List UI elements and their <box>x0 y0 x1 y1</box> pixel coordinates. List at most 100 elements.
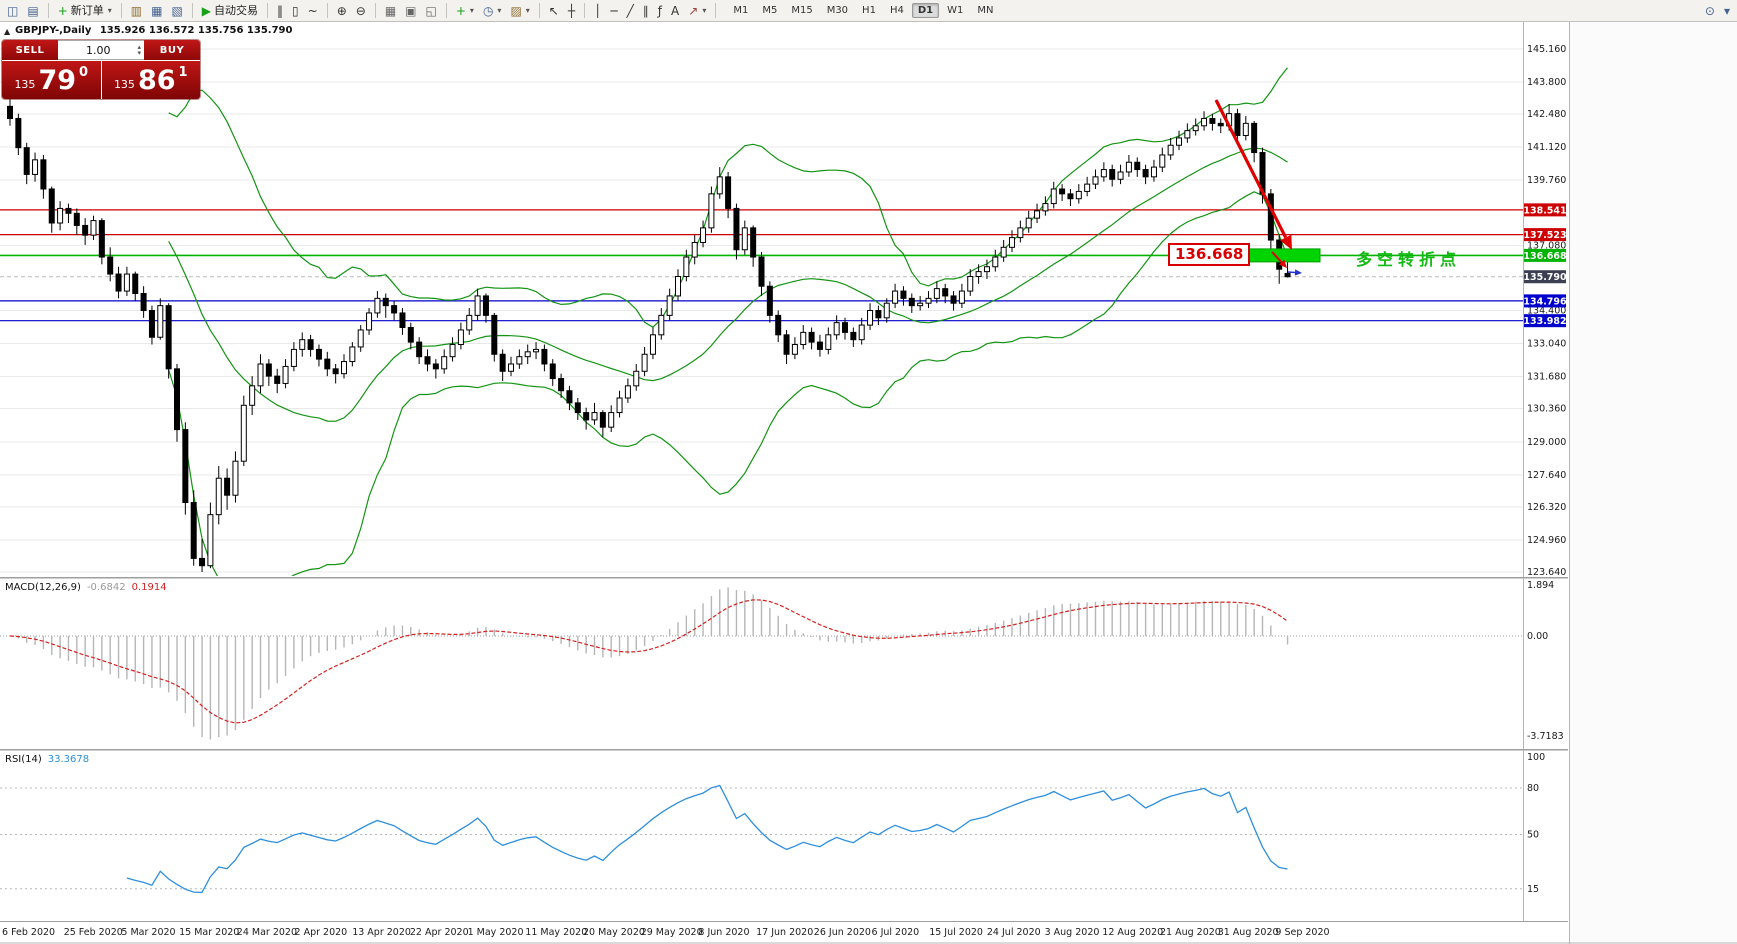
date-axis-label: 17 Jun 2020 <box>756 927 814 938</box>
ohlc-bars-icon[interactable]: ‖ <box>273 4 287 18</box>
crosshair-icon[interactable]: ┼ <box>564 4 579 18</box>
periods-button[interactable]: ◷ ▾ <box>479 4 506 18</box>
help-icon[interactable]: ▾ <box>1720 4 1734 18</box>
trendline-icon[interactable]: ╱ <box>623 4 638 18</box>
indicators-button-dropdown-icon[interactable]: ▾ <box>469 5 474 15</box>
tile-windows-icon[interactable]: ▦ <box>381 4 400 18</box>
date-axis[interactable]: 6 Feb 2020 25 Feb 2020 5 Mar 2020 15 Mar 20… <box>0 922 1568 942</box>
sell-price[interactable]: 135 79 0 <box>2 61 101 99</box>
new-order-button: + <box>57 3 68 18</box>
new-order-button-dropdown-icon[interactable]: ▾ <box>107 5 112 15</box>
price-axis-label: 137.080 <box>1527 240 1566 251</box>
date-axis-label: 22 Apr 2020 <box>409 927 469 938</box>
rsi-scale-label: 80 <box>1527 783 1539 794</box>
auto-arrange-icon[interactable]: ◱ <box>422 4 441 18</box>
price-axis-label: 127.640 <box>1527 470 1566 481</box>
volume-down-icon[interactable]: ▾ <box>137 49 141 57</box>
date-axis-label: 13 Apr 2020 <box>352 927 411 938</box>
candlestick-chart-icon: ▯ <box>292 3 299 18</box>
fibonacci-retracement-icon: ƒ <box>657 3 663 18</box>
sell-price-pips: 79 <box>38 64 77 96</box>
price-axis-badge <box>1524 248 1566 262</box>
macd-scale-label: 0.00 <box>1527 631 1548 642</box>
macd-name: MACD(12,26,9) <box>5 582 81 593</box>
price-axis-label: 130.360 <box>1527 404 1566 415</box>
indicators-button[interactable]: + ▾ <box>452 4 478 18</box>
buy-price[interactable]: 135 86 1 <box>101 61 200 99</box>
chart-profiles-icon[interactable]: ▤ <box>23 4 42 18</box>
toolbar-separator <box>584 3 586 18</box>
price-axis-label: 145.160 <box>1527 44 1566 55</box>
price-axis-label: 133.040 <box>1527 339 1566 350</box>
line-chart-icon[interactable]: ~ <box>304 4 322 18</box>
rsi-panel[interactable] <box>0 784 1523 894</box>
market-watch-icon[interactable]: ▥ <box>127 4 146 18</box>
vertical-line-icon[interactable]: │ <box>590 4 605 18</box>
volume-up-icon[interactable]: ▴ <box>137 43 141 51</box>
buy-price-point: 1 <box>178 65 188 80</box>
navigator-icon[interactable]: ▧ <box>167 4 186 18</box>
macd-panel[interactable] <box>0 587 1523 740</box>
search-icon[interactable]: ⊙ <box>1701 4 1719 18</box>
timeframe-m15[interactable]: M15 <box>791 5 813 16</box>
timeframe-h4[interactable]: H4 <box>889 5 904 16</box>
price-annotation-label[interactable]: 136.668 <box>1168 243 1251 266</box>
templates-button[interactable]: ▨ ▾ <box>506 4 533 18</box>
volume-stepper[interactable]: ▴ ▾ <box>137 43 141 57</box>
autotrade-button-label: 自动交易 <box>214 4 259 17</box>
macd-signal-line <box>9 599 1288 724</box>
text-label-icon[interactable]: A <box>667 4 683 18</box>
main-chart-panel[interactable] <box>0 48 1523 600</box>
timeframe-m5[interactable]: M5 <box>762 5 778 16</box>
price-axis[interactable]: 145.160 143.800 142.480 141.120 139.760 137.0… <box>1523 44 1567 895</box>
toolbar-separator <box>47 3 49 18</box>
price-axis-badge-label: 136.668 <box>1523 251 1567 262</box>
new-order-button-label: 新订单 <box>70 4 104 17</box>
arrows-button-dropdown-icon[interactable]: ▾ <box>702 5 707 15</box>
arrows-button[interactable]: ↗ ▾ <box>684 4 710 18</box>
cascade-windows-icon[interactable]: ▣ <box>401 4 420 18</box>
volume-value[interactable]: 1.00 <box>85 43 111 57</box>
price-marker-arrow[interactable] <box>1287 269 1302 276</box>
autotrade-button[interactable]: ▶ 自动交易 <box>198 4 262 18</box>
chart-annotations[interactable] <box>1214 99 1321 276</box>
rsi-scale-label: 15 <box>1527 884 1539 895</box>
timeframe-m30[interactable]: M30 <box>826 5 849 16</box>
buy-price-pips: 86 <box>137 64 176 96</box>
data-window-icon[interactable]: ▦ <box>147 4 166 18</box>
sell-button[interactable]: SELL <box>2 40 58 60</box>
zoom-out-icon[interactable]: ⊖ <box>352 4 370 18</box>
timeframe-mn[interactable]: MN <box>977 5 994 16</box>
cursor-icon[interactable]: ↖ <box>545 4 563 18</box>
timeframe-d1[interactable]: D1 <box>911 3 940 18</box>
horizontal-line-icon[interactable]: ─ <box>606 4 621 18</box>
timeframe-h1[interactable]: H1 <box>862 5 876 16</box>
sell-price-figure: 135 <box>14 77 36 91</box>
new-order-button[interactable]: + 新订单 ▾ <box>54 4 116 18</box>
zoom-out-icon: ⊖ <box>355 3 366 18</box>
navigator-icon: ▧ <box>171 3 183 18</box>
timeframe-m1[interactable]: M1 <box>733 5 749 16</box>
volume-field[interactable]: 1.00 ▴ ▾ <box>58 40 144 60</box>
price-axis-badge-label: 135.790 <box>1523 272 1567 283</box>
zoom-in-icon[interactable]: ⊕ <box>333 4 351 18</box>
periods-button-dropdown-icon[interactable]: ▾ <box>497 5 502 15</box>
candlestick-chart-icon[interactable]: ▯ <box>288 4 303 18</box>
chart-header: GBPJPY-,Daily 135.926 136.572 135.756 13… <box>15 25 292 36</box>
one-click-trading-panel: SELL 1.00 ▴ ▾ BUY 135 79 0 135 86 1 <box>2 40 200 99</box>
templates-button-dropdown-icon[interactable]: ▾ <box>525 5 530 15</box>
macd-scale-label: -3.7183 <box>1527 731 1564 742</box>
equidistant-channel-icon[interactable]: ∥ <box>639 4 653 18</box>
fibonacci-retracement-icon[interactable]: ƒ <box>654 4 666 18</box>
buy-button[interactable]: BUY <box>144 40 200 60</box>
toolbar-separator <box>267 3 269 18</box>
trend-arrow[interactable] <box>1214 99 1292 250</box>
sell-marker-arrow[interactable] <box>1271 251 1287 268</box>
turning-point-note[interactable]: 多空转折点 <box>1356 250 1462 269</box>
rsi-indicator-label: RSI(14) 33.3678 <box>5 754 89 765</box>
one-click-collapse-arrow[interactable]: ▲ <box>4 27 11 36</box>
price-axis-badge <box>1524 270 1566 284</box>
timeframe-w1[interactable]: W1 <box>947 5 964 16</box>
new-chart-icon[interactable]: ◫ <box>3 4 22 18</box>
